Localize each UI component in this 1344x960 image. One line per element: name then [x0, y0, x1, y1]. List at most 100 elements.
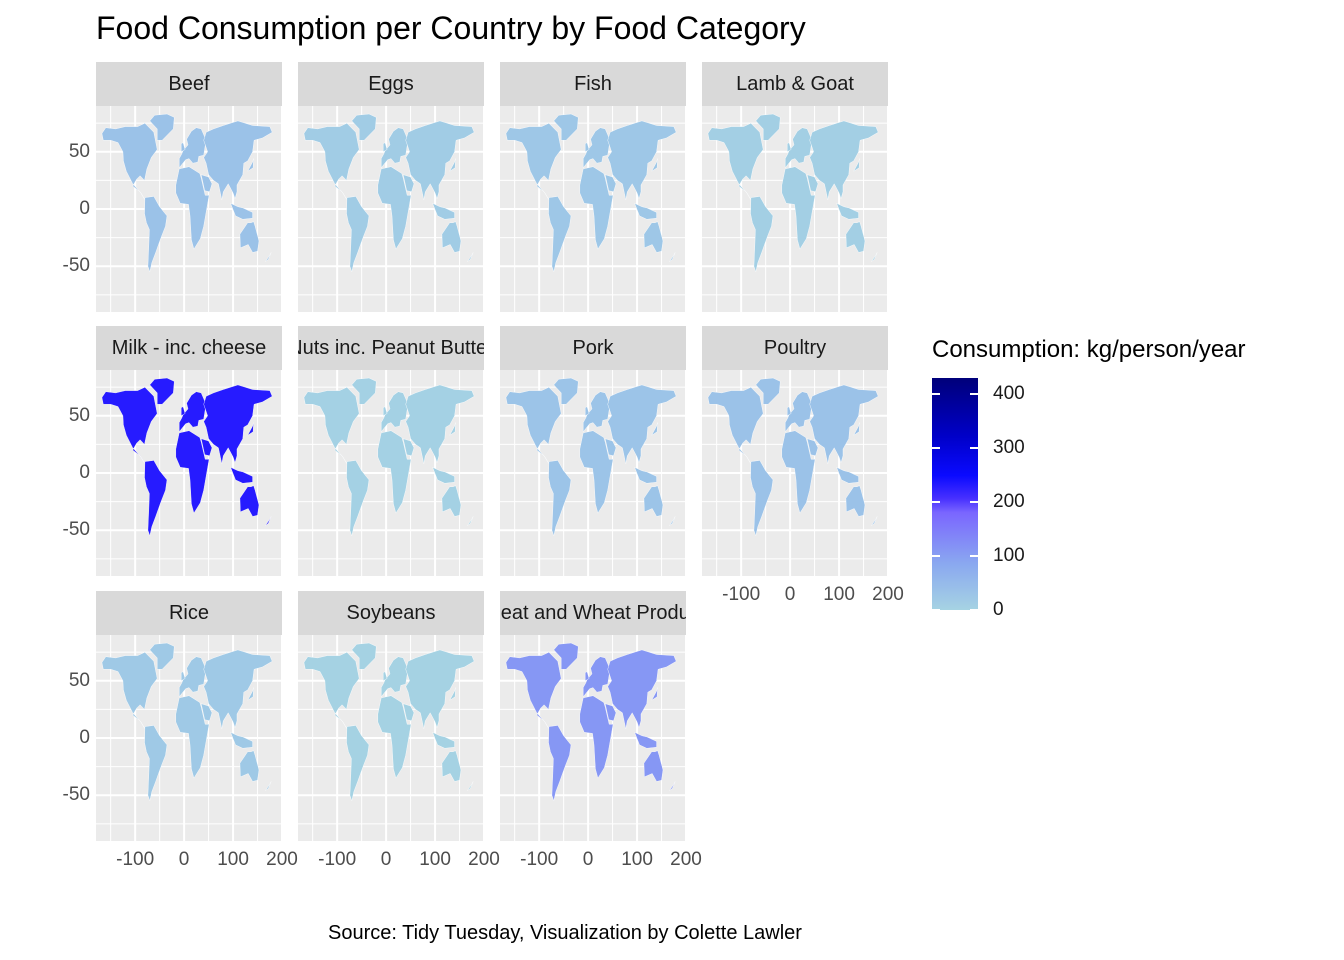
country-region-asia — [203, 384, 273, 464]
country-region-asia — [809, 384, 879, 464]
country-region-greenland — [553, 113, 579, 141]
country-region-africa — [175, 430, 210, 514]
country-region-new-zealand — [871, 252, 878, 262]
facet-strip: Soybeans — [298, 591, 484, 635]
country-region-arabia — [604, 174, 617, 193]
country-region-south-america — [144, 725, 168, 802]
country-region-new-zealand — [669, 252, 676, 262]
country-region-se-asia-islands — [634, 731, 657, 749]
legend-tick-label: 100 — [993, 545, 1025, 567]
y-tick-label: -50 — [62, 519, 90, 541]
map-panel — [96, 106, 282, 312]
country-region-asia — [203, 120, 273, 200]
legend-colorbar — [932, 378, 978, 610]
country-region-north-america — [303, 651, 360, 729]
country-region-new-zealand — [467, 516, 474, 526]
facet-strip: Rice — [96, 591, 282, 635]
legend-tick-label: 300 — [993, 437, 1025, 459]
y-tick-label: 0 — [79, 727, 90, 748]
facet-panel: Lamb & Goat — [702, 62, 888, 312]
country-region-new-zealand — [265, 252, 272, 262]
country-region-north-america — [707, 122, 764, 200]
country-region-arabia — [402, 703, 415, 722]
country-region-japan — [853, 158, 860, 172]
country-region-se-asia-islands — [230, 731, 253, 749]
country-region-se-asia-islands — [432, 731, 455, 749]
country-region-south-america — [144, 196, 168, 273]
country-region-arabia — [604, 703, 617, 722]
x-tick-label: -100 — [116, 849, 155, 870]
country-region-arabia — [200, 174, 213, 193]
legend-tick-label: 400 — [993, 383, 1025, 405]
x-tick-label: 100 — [823, 584, 855, 605]
country-region-se-asia-islands — [634, 466, 657, 484]
x-tick-label: -100 — [318, 849, 357, 870]
facet-strip: Poultry — [702, 326, 888, 370]
facet-strip: Pork — [500, 326, 686, 370]
x-tick-label: -100 — [722, 584, 761, 605]
country-region-australia — [845, 485, 866, 517]
country-region-uk — [382, 142, 388, 153]
facet-strip: Beef — [96, 62, 282, 106]
facet-panel: Milk - inc. cheese — [96, 326, 282, 576]
country-region-uk — [584, 142, 590, 153]
country-region-uk — [786, 142, 792, 153]
facet-label: Soybeans — [346, 601, 436, 624]
country-region-se-asia-islands — [432, 466, 455, 484]
y-tick-label: 50 — [68, 404, 90, 426]
country-region-greenland — [149, 113, 175, 141]
country-region-japan — [247, 687, 254, 701]
country-region-north-america — [505, 122, 562, 200]
country-region-north-america — [101, 122, 158, 200]
legend-tick-mark — [932, 555, 940, 558]
country-region-africa — [579, 695, 614, 779]
country-region-asia — [809, 120, 879, 200]
facet-label: Lamb & Goat — [736, 72, 854, 95]
country-region-north-america — [101, 386, 158, 464]
country-region-uk — [382, 671, 388, 682]
map-panel — [298, 635, 484, 841]
country-region-europe — [582, 127, 611, 169]
country-region-australia — [239, 221, 260, 253]
legend-tick-label: 0 — [993, 599, 1004, 620]
country-region-australia — [643, 485, 664, 517]
country-region-africa — [175, 695, 210, 779]
legend-tick-mark — [932, 609, 940, 611]
country-region-japan — [651, 687, 658, 701]
country-region-australia — [239, 485, 260, 517]
country-region-australia — [643, 750, 664, 782]
country-region-australia — [845, 221, 866, 253]
facet-strip: Lamb & Goat — [702, 62, 888, 106]
country-region-uk — [180, 406, 186, 417]
legend-tick-mark — [932, 447, 940, 450]
country-region-japan — [449, 687, 456, 701]
facet-strip: Fish — [500, 62, 686, 106]
legend-tick-mark — [970, 555, 978, 558]
country-region-europe — [784, 391, 813, 433]
country-region-greenland — [149, 642, 175, 670]
country-region-new-zealand — [265, 781, 272, 791]
country-region-australia — [239, 750, 260, 782]
country-region-japan — [247, 422, 254, 436]
country-region-uk — [382, 406, 388, 417]
country-region-greenland — [553, 642, 579, 670]
x-tick-label: 100 — [217, 849, 249, 870]
chart-title: Food Consumption per Country by Food Cat… — [96, 10, 806, 46]
country-region-europe — [582, 656, 611, 698]
country-region-se-asia-islands — [836, 466, 859, 484]
country-region-africa — [781, 430, 816, 514]
legend-tick-mark — [970, 609, 978, 611]
facet-label: Wheat and Wheat Products — [500, 601, 686, 624]
country-region-asia — [405, 649, 475, 729]
country-region-australia — [441, 750, 462, 782]
country-region-north-america — [505, 386, 562, 464]
y-tick-label: -50 — [62, 784, 90, 806]
facet-panel: Rice — [96, 591, 282, 841]
map-panel — [96, 370, 282, 576]
country-region-japan — [449, 158, 456, 172]
caption: Source: Tidy Tuesday, Visualization by C… — [328, 922, 802, 944]
facet-label: Fish — [574, 72, 612, 95]
country-region-se-asia-islands — [230, 202, 253, 220]
country-region-uk — [584, 671, 590, 682]
country-region-north-america — [707, 386, 764, 464]
